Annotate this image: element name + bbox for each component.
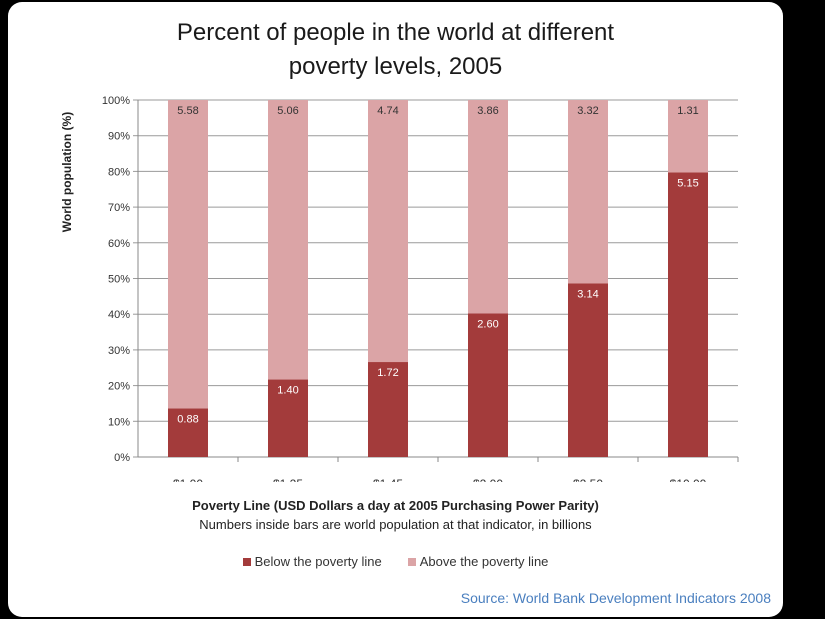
- chart-title-line-2: poverty levels, 2005: [288, 53, 503, 80]
- data-label-above: 1.31: [677, 105, 698, 117]
- x-tick-label: $2.50: [573, 477, 603, 482]
- x-tick-label: $10.00: [670, 477, 707, 482]
- y-tick-label: 90%: [108, 131, 130, 143]
- y-tick-label: 70%: [108, 202, 130, 214]
- y-tick-label: 60%: [108, 238, 130, 250]
- bar-above-poverty: [568, 100, 608, 284]
- chart-title: Percent of people in the world at differ…: [8, 16, 783, 84]
- data-label-below: 3.14: [577, 288, 598, 300]
- data-label-below: 1.72: [377, 367, 398, 379]
- data-label-above: 3.32: [577, 105, 598, 117]
- y-tick-label: 0%: [114, 452, 130, 464]
- legend: Below the poverty line Above the poverty…: [8, 554, 783, 569]
- y-tick-label: 40%: [108, 309, 130, 321]
- source-note: Source: World Bank Development Indicator…: [460, 590, 771, 606]
- bar-below-poverty: [368, 362, 408, 457]
- bar-below-poverty: [468, 313, 508, 457]
- x-tick-label: $1.00: [173, 477, 203, 482]
- bar-below-poverty: [268, 379, 308, 457]
- chart-plot: 0% 10% 20% 30% 40% 50% 60% 70% 80% 90% 100% 0.88 5.5…: [102, 95, 739, 482]
- y-tick-label: 10%: [108, 416, 130, 428]
- data-label-above: 5.58: [177, 105, 198, 117]
- bar-above-poverty: [268, 100, 308, 380]
- data-label-above: 3.86: [477, 105, 498, 117]
- x-axis-label: Poverty Line (USD Dollars a day at 2005 …: [192, 498, 599, 513]
- bar-below-poverty: [668, 172, 708, 457]
- chart-title-line-1: Percent of people in the world at differ…: [176, 19, 615, 46]
- legend-swatch-below: [242, 557, 251, 566]
- data-label-below: 5.15: [677, 177, 698, 189]
- y-tick-label: 20%: [108, 381, 130, 393]
- data-label-below: 2.60: [477, 318, 498, 330]
- bar-below-poverty: [568, 283, 608, 457]
- legend-label-below: Below the poverty line: [254, 554, 382, 569]
- legend-swatch-above: [407, 557, 416, 566]
- legend-item-above: Above the poverty line: [407, 554, 549, 569]
- bar-above-poverty: [468, 100, 508, 314]
- bar-above-poverty: [168, 100, 208, 409]
- data-label-above: 5.06: [277, 105, 298, 117]
- y-tick-label: 100%: [102, 95, 130, 107]
- data-label-below: 0.88: [177, 413, 198, 425]
- y-tick-label: 30%: [108, 345, 130, 357]
- legend-label-above: Above the poverty line: [419, 554, 549, 569]
- bar-above-poverty: [668, 100, 708, 173]
- legend-item-below: Below the poverty line: [242, 554, 382, 569]
- bar-below-poverty: [168, 408, 208, 457]
- chart-note: Numbers inside bars are world population…: [199, 517, 592, 532]
- y-tick-label: 80%: [108, 166, 130, 178]
- chart-card: Percent of people in the world at differ…: [8, 2, 783, 617]
- bar-above-poverty: [368, 100, 408, 363]
- x-tick-label: $2.00: [473, 477, 503, 482]
- data-label-above: 4.74: [377, 105, 398, 117]
- y-tick-label: 50%: [108, 274, 130, 286]
- x-tick-label: $1.25: [273, 477, 303, 482]
- data-label-below: 1.40: [277, 385, 298, 397]
- x-tick-label: $1.45: [373, 477, 403, 482]
